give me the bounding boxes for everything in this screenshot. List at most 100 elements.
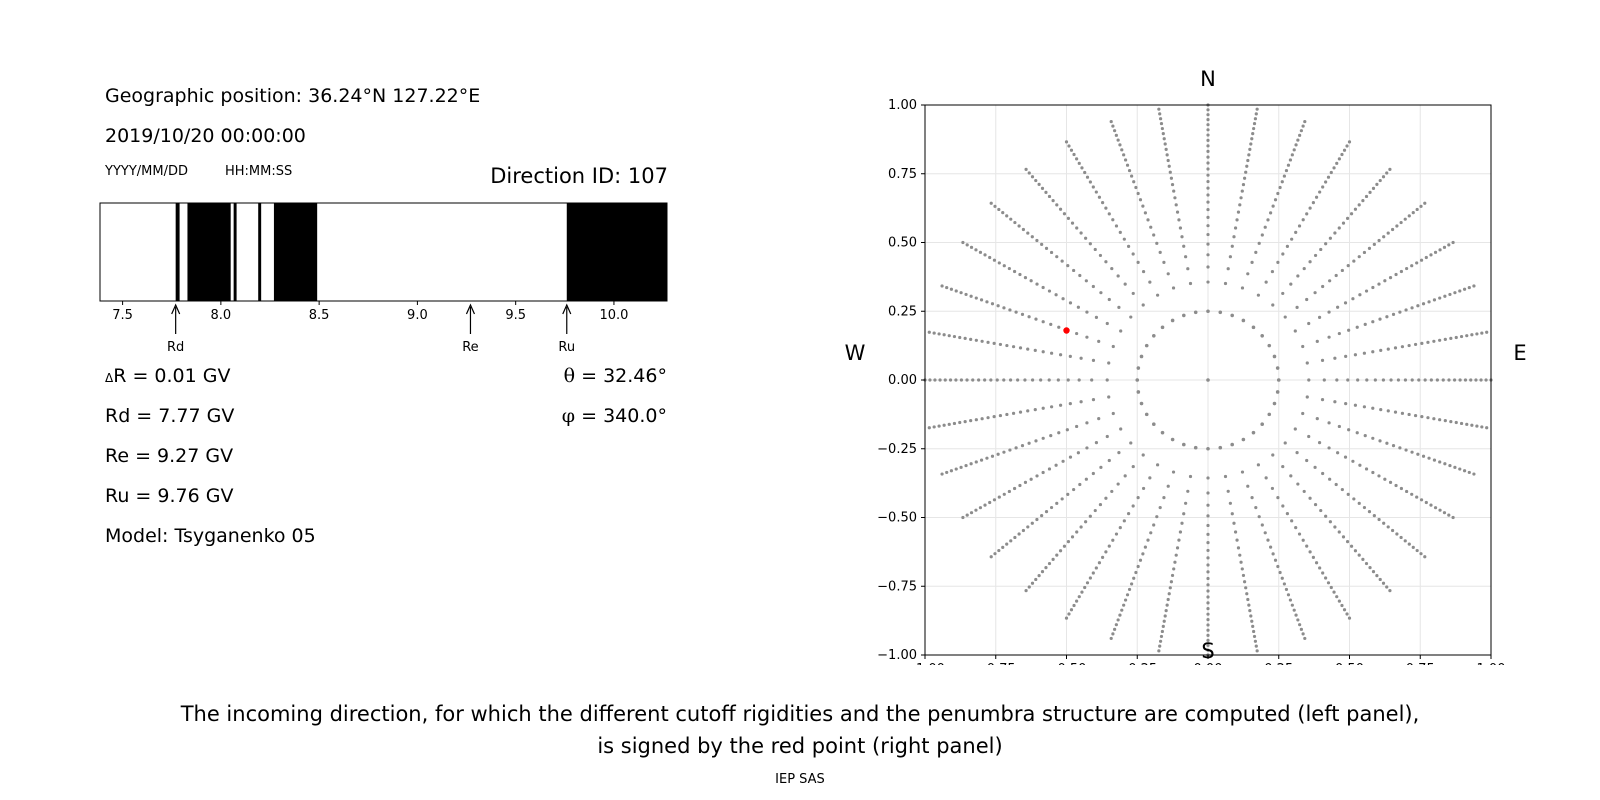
direction-point [1426, 416, 1430, 420]
selected-point-group [1063, 327, 1070, 334]
direction-point [1250, 260, 1254, 264]
direction-point [1335, 595, 1339, 599]
direction-point [1122, 237, 1126, 241]
direction-point [1083, 170, 1087, 175]
penumbra-tick-label: 8.5 [309, 308, 330, 323]
direction-point [1290, 153, 1294, 157]
direction-point [1068, 301, 1073, 305]
direction-point [1174, 203, 1178, 207]
direction-point [1297, 532, 1302, 536]
direction-point [1084, 279, 1088, 283]
direction-point [1005, 412, 1009, 417]
south-label: S [1201, 639, 1214, 663]
direction-point [1206, 618, 1210, 622]
direction-point [1367, 246, 1372, 250]
direction-point [1293, 427, 1297, 431]
direction-point [1307, 378, 1311, 382]
direction-point [1040, 186, 1045, 190]
direction-point [1041, 436, 1045, 440]
direction-point [1123, 598, 1128, 602]
direction-point [1118, 143, 1122, 147]
direction-point [1044, 566, 1048, 570]
direction-point [1027, 171, 1031, 175]
direction-point [1058, 353, 1063, 357]
direction-point [1272, 401, 1277, 406]
direction-point [1114, 224, 1119, 228]
direction-point [1013, 535, 1017, 540]
direction-point [1264, 280, 1268, 284]
direction-point [1109, 119, 1113, 124]
direction-point [1458, 289, 1462, 293]
direction-point [1098, 253, 1103, 258]
direction-point [933, 378, 937, 382]
direction-point [1141, 204, 1145, 208]
direction-point [1091, 471, 1095, 476]
y-tick-label: −0.50 [877, 511, 917, 526]
direction-point [1286, 163, 1291, 167]
direction-point [1307, 434, 1311, 439]
direction-point [1005, 542, 1009, 546]
direction-point [1206, 612, 1210, 616]
direction-point [1206, 232, 1210, 237]
direction-point [1327, 421, 1331, 425]
direction-point [1107, 458, 1111, 463]
direction-point [997, 261, 1001, 265]
direction-point [1118, 526, 1122, 530]
direction-point [1429, 253, 1433, 257]
direction-point [1129, 315, 1133, 319]
direction-point [1405, 266, 1409, 271]
direction-point [1206, 161, 1210, 165]
direction-point [1232, 521, 1236, 525]
direction-point [1206, 476, 1210, 480]
direction-point [1443, 419, 1447, 423]
geographic-position: Geographic position: 36.24°N 127.22°E [105, 85, 481, 107]
direction-point [1337, 424, 1341, 429]
direction-point [986, 416, 990, 420]
direction-point [1077, 161, 1081, 165]
direction-point [1159, 634, 1164, 639]
direction-point [1132, 576, 1136, 580]
direction-point [1343, 455, 1348, 459]
direction-point [1110, 489, 1114, 494]
direction-point [1069, 148, 1074, 152]
direction-point [1317, 441, 1322, 445]
direction-point [1329, 170, 1333, 175]
direction-point [1337, 157, 1341, 161]
direction-point [1206, 149, 1210, 154]
direction-point [1296, 482, 1300, 486]
direction-point [1163, 142, 1167, 146]
credit: IEP SAS [775, 772, 825, 787]
direction-point [1303, 636, 1307, 641]
direction-point [1068, 401, 1072, 406]
direction-point [952, 421, 957, 426]
direction-point [1284, 587, 1289, 592]
direction-point [1058, 207, 1063, 211]
direction-point [1319, 508, 1323, 513]
direction-point [1114, 133, 1118, 137]
direction-point [1177, 218, 1181, 222]
direction-point [1040, 570, 1045, 574]
forbidden-band [187, 203, 231, 301]
direction-point [1134, 185, 1138, 190]
direction-point [1075, 424, 1079, 429]
y-tick-label: −1.00 [877, 648, 917, 663]
y-tick-label: 1.00 [888, 98, 917, 113]
direction-point [1474, 378, 1478, 382]
direction-point [1313, 253, 1318, 258]
direction-points [923, 103, 1493, 657]
direction-point [1085, 175, 1090, 179]
direction-point [1398, 446, 1402, 450]
direction-point [1340, 603, 1344, 608]
direction-point [1442, 511, 1447, 515]
direction-point [969, 245, 974, 249]
direction-point [1415, 548, 1419, 553]
forbidden-band [258, 203, 262, 301]
direction-point [1356, 378, 1360, 382]
direction-point [1424, 500, 1428, 505]
direction-point [1372, 514, 1376, 518]
direction-point [1049, 250, 1054, 255]
direction-point [1206, 179, 1210, 184]
direction-point [1164, 147, 1168, 151]
direction-point [1271, 303, 1275, 307]
direction-point [1269, 211, 1273, 215]
